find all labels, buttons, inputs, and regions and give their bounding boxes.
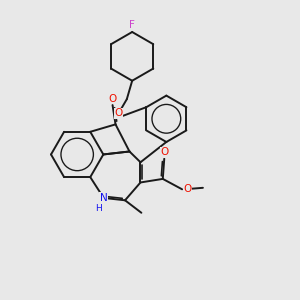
Text: F: F [129, 20, 135, 31]
Text: O: O [160, 147, 168, 157]
Text: H: H [95, 204, 102, 213]
Text: O: O [108, 94, 117, 103]
Text: N: N [100, 193, 107, 203]
Text: O: O [184, 184, 192, 194]
Text: O: O [114, 108, 123, 118]
